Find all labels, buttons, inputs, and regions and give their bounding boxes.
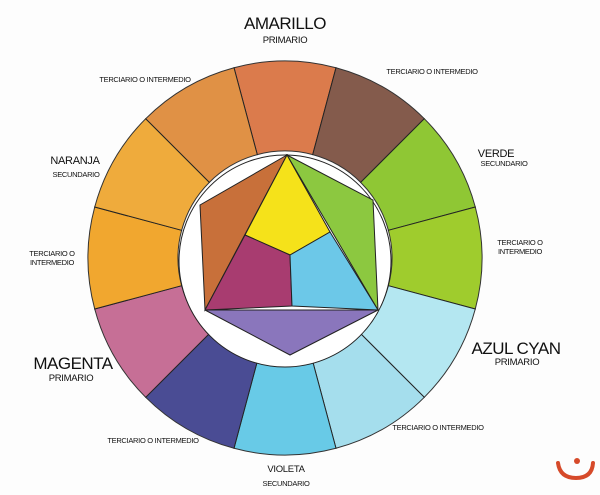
label-violeta-type: SECUNDARIO <box>262 479 310 488</box>
label-azul-cyan-type: PRIMARIO <box>494 357 540 368</box>
label-amarillo-type: PRIMARIO <box>262 35 308 46</box>
label-naranja-type: SECUNDARIO <box>52 170 100 179</box>
label-azul-cyan: AZUL CYAN <box>471 339 561 358</box>
label-terciario-top-left: TERCIARIO O INTERMEDIO <box>99 75 191 84</box>
label-terciario-left-2: INTERMEDIO <box>29 258 75 267</box>
label-terciario-right-2: INTERMEDIO <box>497 247 543 256</box>
label-amarillo: AMARILLO <box>244 14 326 33</box>
inner-triangle-purple <box>204 309 379 356</box>
label-terciario-bottom-left: TERCIARIO O INTERMEDIO <box>107 436 199 445</box>
label-magenta-type: PRIMARIO <box>48 373 94 384</box>
inner-region-cyan <box>289 231 379 311</box>
wheel-segment <box>144 67 258 184</box>
label-terciario-top-right: TERCIARIO O INTERMEDIO <box>386 67 478 76</box>
logo-smile-icon <box>556 461 595 481</box>
label-violeta: VIOLETA <box>267 464 305 475</box>
logo-dot-icon <box>574 458 580 464</box>
label-naranja: NARANJA <box>50 155 100 167</box>
label-magenta: MAGENTA <box>33 354 113 373</box>
label-terciario-right-1: TERCIARIO O <box>497 238 543 247</box>
label-terciario-left-1: TERCIARIO O <box>29 249 75 258</box>
inner-triangle-green <box>285 153 379 311</box>
label-verde: VERDE <box>477 148 515 160</box>
label-terciario-bottom-right: TERCIARIO O INTERMEDIO <box>392 423 484 432</box>
label-verde-type: SECUNDARIO <box>480 159 528 168</box>
